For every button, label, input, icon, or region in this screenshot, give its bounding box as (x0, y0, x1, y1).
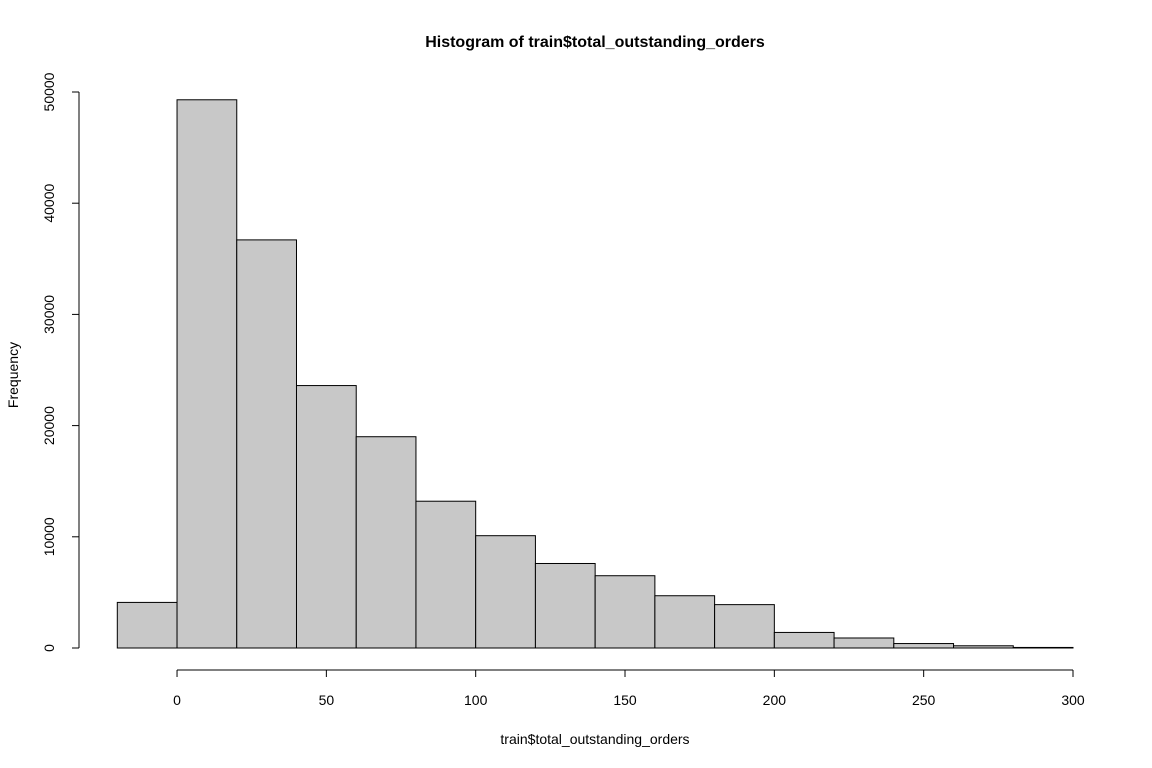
x-tick-label: 0 (173, 692, 181, 708)
bar (594, 575, 656, 649)
bar (893, 643, 955, 649)
bar (236, 239, 297, 649)
x-tick-label: 150 (613, 692, 637, 708)
y-tick-label: 0 (41, 644, 57, 652)
y-tick-label: 50000 (41, 72, 57, 111)
x-tick-label: 50 (319, 692, 335, 708)
bar (176, 99, 238, 649)
bar (475, 535, 536, 649)
y-tick-label: 10000 (41, 517, 57, 556)
bar (953, 645, 1014, 649)
bar (833, 637, 895, 649)
x-tick-label: 100 (464, 692, 488, 708)
x-tick-label: 300 (1061, 692, 1085, 708)
y-tick-label: 40000 (41, 184, 57, 223)
bar (534, 562, 596, 649)
x-tick-label: 250 (912, 692, 936, 708)
bar (355, 436, 417, 649)
y-tick-label: 30000 (41, 295, 57, 334)
bar (714, 604, 775, 649)
x-axis-label: train$total_outstanding_orders (500, 731, 689, 747)
y-tick-label: 20000 (41, 406, 57, 445)
bar (654, 595, 716, 649)
bar (415, 500, 477, 649)
bar (773, 631, 835, 649)
y-axis-label: Frequency (5, 342, 21, 408)
bar (1012, 646, 1074, 649)
bar (295, 385, 357, 649)
bar (116, 601, 178, 649)
chart-title: Histogram of train$total_outstanding_ord… (425, 34, 765, 51)
x-tick-label: 200 (763, 692, 787, 708)
